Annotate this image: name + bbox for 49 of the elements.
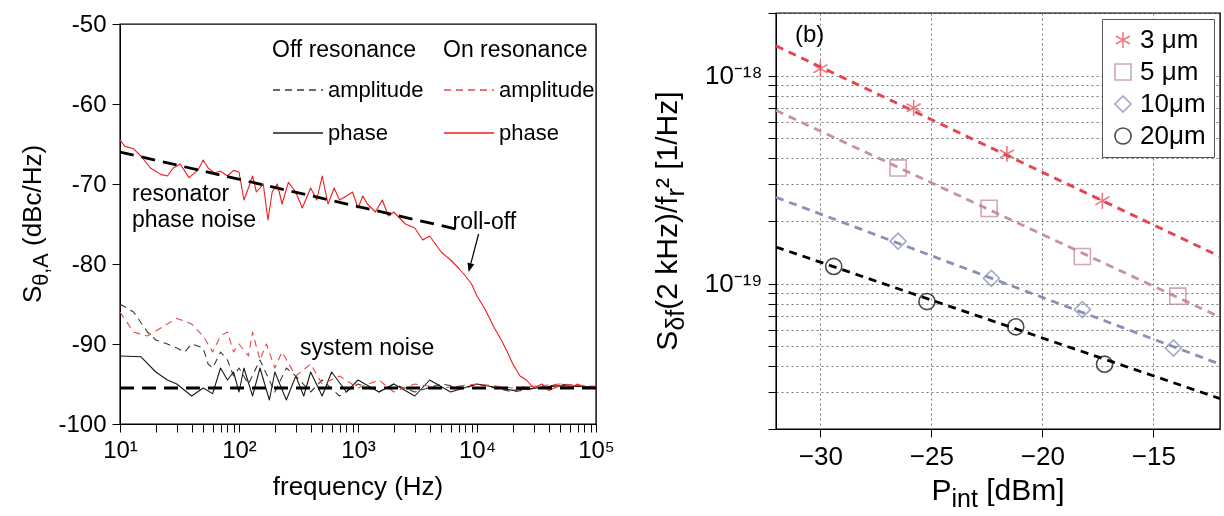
x-tick-label: −15 (1131, 440, 1176, 471)
x-axis-title: frequency (Hz) (272, 471, 444, 502)
point (918, 292, 936, 311)
annotation: Off resonance (272, 36, 417, 63)
x-tick-label: 10² (222, 435, 257, 463)
legend-label: 5 μm (1140, 56, 1199, 86)
point (982, 269, 1001, 288)
x-tick-label: 10⁴ (458, 435, 497, 463)
point (1164, 339, 1183, 357)
point (905, 98, 922, 117)
legend-label: 3 μm (1140, 24, 1199, 54)
point (1006, 317, 1025, 336)
point (1073, 247, 1092, 266)
x-tick-label: 10³ (341, 435, 376, 463)
legend-label: 20μm (1140, 120, 1206, 150)
legend-label: phase (328, 120, 388, 145)
point (1095, 355, 1114, 373)
y-tick-label: -70 (71, 169, 107, 197)
x-tick-label: −20 (1020, 440, 1065, 471)
annotation: system noise (300, 334, 435, 361)
point (889, 159, 907, 177)
point (1094, 191, 1111, 210)
y-tick-label: 10⁻¹⁸ (704, 60, 763, 91)
point (980, 199, 998, 218)
point (1073, 300, 1092, 319)
point (999, 145, 1015, 163)
point (824, 257, 843, 276)
x-axis-title: P$_{int}$ [dBm] (931, 473, 1065, 513)
annotation: roll-off (452, 208, 517, 235)
point (812, 59, 829, 78)
x-tick-label: −25 (909, 440, 954, 471)
legend-label: 10μm (1140, 88, 1206, 118)
annotation: On resonance (443, 36, 588, 63)
legend-label: amplitude (499, 77, 595, 102)
legend-label: phase (499, 120, 559, 145)
x-tick-label: 10¹ (103, 435, 138, 463)
point (1168, 287, 1187, 306)
y-tick-label: -50 (71, 9, 107, 37)
y-tick-label: 10⁻¹⁹ (704, 268, 763, 299)
point (889, 232, 907, 251)
annotation: resonator phase noise (132, 180, 258, 233)
x-tick-label: 10⁵ (578, 435, 615, 463)
y-tick-label: -100 (58, 409, 107, 437)
y-tick-label: -90 (71, 329, 107, 357)
y-tick-label: -80 (71, 249, 107, 277)
x-tick-label: −30 (798, 440, 843, 471)
annotation: (b) (795, 20, 825, 48)
legend-label: amplitude (328, 77, 424, 102)
y-tick-label: -60 (71, 89, 107, 117)
